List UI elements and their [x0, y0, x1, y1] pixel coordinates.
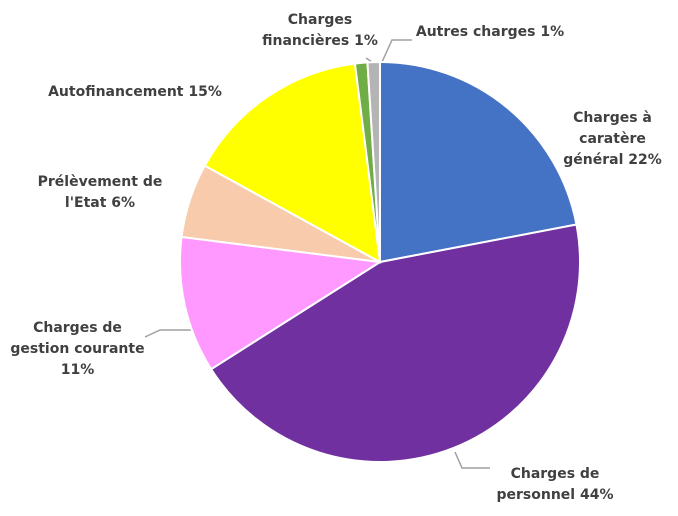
- slice-label: Charges de gestion courante 11%: [10, 320, 145, 378]
- pie-slice: [379, 60, 578, 264]
- slice-label: Prélèvement de l'Etat 6%: [37, 174, 163, 211]
- slice-label: Charges de personnel 44%: [496, 466, 614, 503]
- leader-line: [454, 451, 490, 469]
- leader-line: [381, 39, 412, 63]
- slice-label: Autofinancement 15%: [48, 84, 222, 100]
- slice-label: Charges à caratère général 22%: [563, 110, 662, 168]
- pie-slice: [203, 62, 382, 264]
- slice-label: Autres charges 1%: [415, 24, 565, 40]
- leader-line: [144, 329, 200, 338]
- slice-label: Charges financières 1%: [262, 12, 378, 49]
- pie-slice: [366, 60, 381, 263]
- pie-slice: [209, 223, 581, 463]
- pie-slice: [179, 235, 383, 371]
